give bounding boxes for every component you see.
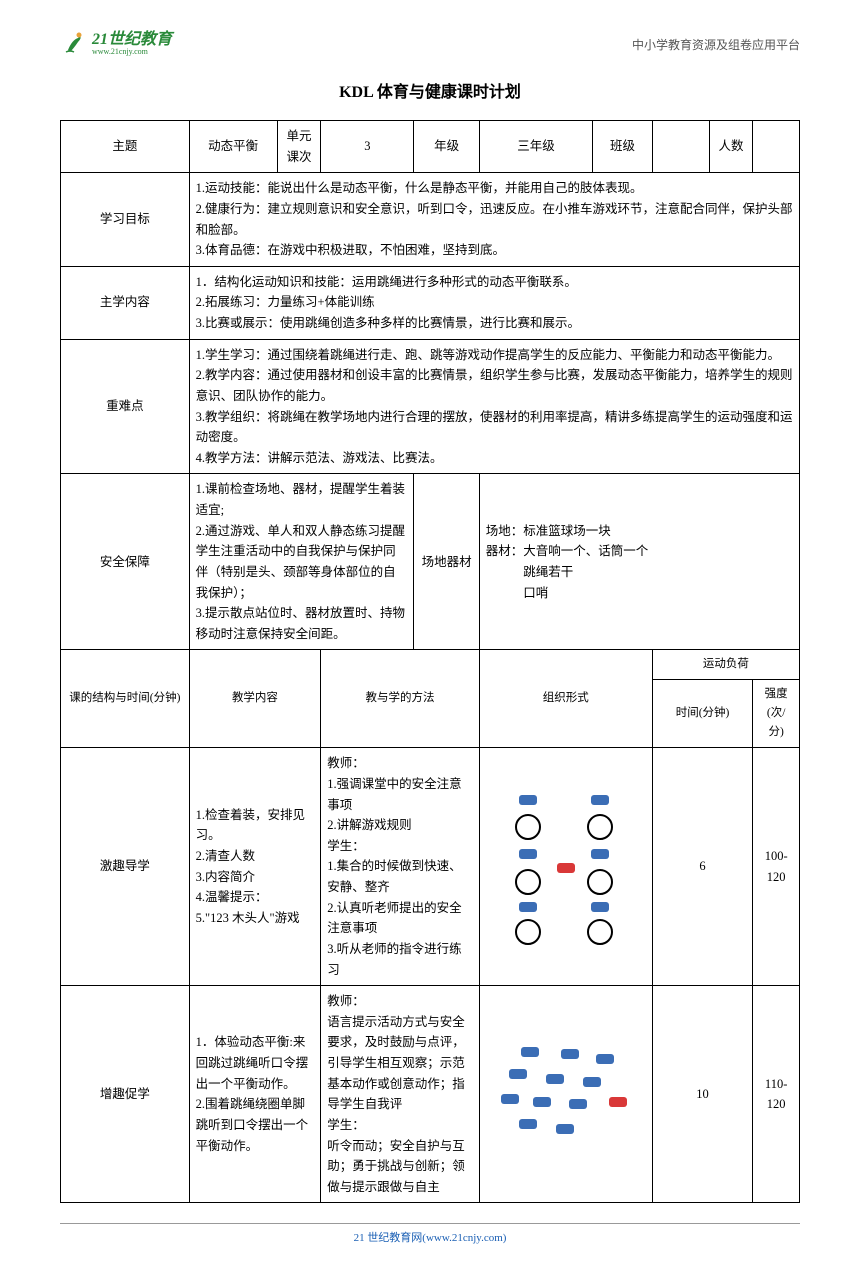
phase1-row: 激趣导学 1.检查着装，安排见习。 2.清查人数 3.内容简介 4.温馨提示： … (61, 748, 800, 986)
phase1-diagram (479, 748, 652, 986)
col5b-label: 强度(次/分) (753, 680, 800, 748)
phase2-teaching: 1．体验动态平衡:来回跳过跳绳听口令摆出一个平衡动作。 2.围着跳绳绕圈单脚跳听… (189, 986, 321, 1203)
safety-row: 安全保障 1.课前检查场地、器材，提醒学生着装适宜; 2.通过游戏、单人和双人静… (61, 474, 800, 650)
safety-label: 安全保障 (61, 474, 190, 650)
page-title: KDL 体育与健康课时计划 (60, 78, 800, 102)
unit-value: 3 (321, 121, 414, 173)
key-points-label: 重难点 (61, 339, 190, 474)
key-points-row: 重难点 1.学生学习：通过围绕着跳绳进行走、跑、跳等游戏动作提高学生的反应能力、… (61, 339, 800, 474)
col4-label: 组织形式 (479, 650, 652, 748)
main-content-text: 1．结构化运动知识和技能：运用跳绳进行多种形式的动态平衡联系。 2.拓展练习：力… (189, 266, 799, 339)
logo: 21世纪教育 www.21cnjy.com (60, 30, 172, 58)
col1-label: 课的结构与时间(分钟) (61, 650, 190, 748)
logo-sub-text: www.21cnjy.com (92, 48, 172, 56)
goals-row: 学习目标 1.运动技能：能说出什么是动态平衡，什么是静态平衡，并能用自己的肢体表… (61, 173, 800, 267)
topic-value: 动态平衡 (189, 121, 277, 173)
class-label: 班级 (593, 121, 653, 173)
col3-label: 教与学的方法 (321, 650, 480, 748)
equip-content: 场地：标准篮球场一块 器材：大音响一个、话筒一个 跳绳若干 口哨 (479, 474, 799, 650)
phase1-time: 6 (652, 748, 753, 986)
phase2-method: 教师： 语言提示活动方式与安全要求，及时鼓励与点评，引导学生相互观察；示范基本动… (321, 986, 480, 1203)
goals-label: 学习目标 (61, 173, 190, 267)
phase1-label: 激趣导学 (61, 748, 190, 986)
col5-label: 运动负荷 (652, 650, 799, 680)
phase2-intensity: 110-120 (753, 986, 800, 1203)
page-header: 21世纪教育 www.21cnjy.com 中小学教育资源及组卷应用平台 (60, 30, 800, 58)
phase2-time: 10 (652, 986, 753, 1203)
phase1-teaching: 1.检查着装，安排见习。 2.清查人数 3.内容简介 4.温馨提示： 5."12… (189, 748, 321, 986)
unit-label: 单元课次 (277, 121, 321, 173)
key-points-content: 1.学生学习：通过围绕着跳绳进行走、跑、跳等游戏动作提高学生的反应能力、平衡能力… (189, 339, 799, 474)
phase2-label: 增趣促学 (61, 986, 190, 1203)
info-row: 主题 动态平衡 单元课次 3 年级 三年级 班级 人数 (61, 121, 800, 173)
structure-header-row: 课的结构与时间(分钟) 教学内容 教与学的方法 组织形式 运动负荷 (61, 650, 800, 680)
equip-label: 场地器材 (414, 474, 479, 650)
col2-label: 教学内容 (189, 650, 321, 748)
topic-label: 主题 (61, 121, 190, 173)
safety-content: 1.课前检查场地、器材，提醒学生着装适宜; 2.通过游戏、单人和双人静态练习提醒… (189, 474, 414, 650)
main-content-row: 主学内容 1．结构化运动知识和技能：运用跳绳进行多种形式的动态平衡联系。 2.拓… (61, 266, 800, 339)
page-footer: 21 世纪教育网(www.21cnjy.com) (60, 1223, 800, 1245)
phase2-diagram (479, 986, 652, 1203)
phase1-intensity: 100-120 (753, 748, 800, 986)
logo-main-text: 21世纪教育 (92, 32, 172, 48)
class-value (652, 121, 709, 173)
col5a-label: 时间(分钟) (652, 680, 753, 748)
count-value (753, 121, 800, 173)
count-label: 人数 (709, 121, 753, 173)
phase1-method: 教师： 1.强调课堂中的安全注意事项 2.讲解游戏规则 学生： 1.集合的时候做… (321, 748, 480, 986)
lesson-plan-table: 主题 动态平衡 单元课次 3 年级 三年级 班级 人数 学习目标 1.运动技能：… (60, 120, 800, 1203)
main-content-label: 主学内容 (61, 266, 190, 339)
header-right-text: 中小学教育资源及组卷应用平台 (632, 36, 800, 53)
grade-value: 三年级 (479, 121, 592, 173)
phase2-row: 增趣促学 1．体验动态平衡:来回跳过跳绳听口令摆出一个平衡动作。 2.围着跳绳绕… (61, 986, 800, 1203)
logo-icon (60, 30, 88, 58)
goals-content: 1.运动技能：能说出什么是动态平衡，什么是静态平衡，并能用自己的肢体表现。 2.… (189, 173, 799, 267)
grade-label: 年级 (414, 121, 479, 173)
